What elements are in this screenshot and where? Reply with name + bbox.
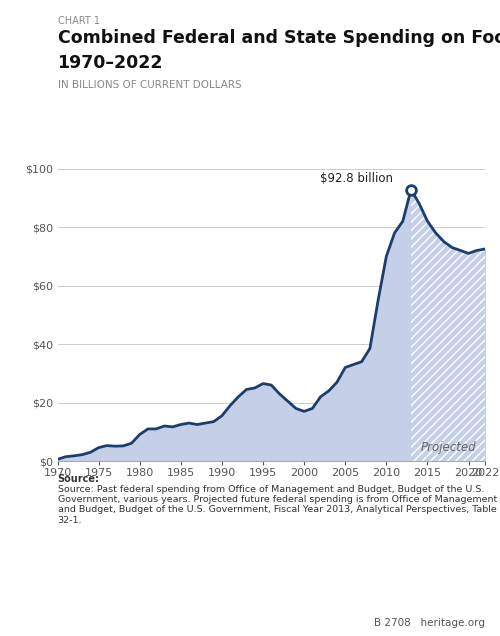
Text: Projected: Projected bbox=[420, 441, 476, 454]
Text: IN BILLIONS OF CURRENT DOLLARS: IN BILLIONS OF CURRENT DOLLARS bbox=[58, 80, 241, 90]
Text: Source: Past federal spending from Office of Management and Budget, Budget of th: Source: Past federal spending from Offic… bbox=[58, 485, 497, 525]
Text: B 2708   heritage.org: B 2708 heritage.org bbox=[374, 618, 485, 628]
Text: Source:: Source: bbox=[58, 474, 100, 484]
Text: Combined Federal and State Spending on Food Stamps,: Combined Federal and State Spending on F… bbox=[58, 29, 500, 46]
Text: CHART 1: CHART 1 bbox=[58, 16, 100, 26]
Text: $92.8 billion: $92.8 billion bbox=[320, 172, 393, 185]
Text: 1970–2022: 1970–2022 bbox=[58, 54, 163, 72]
